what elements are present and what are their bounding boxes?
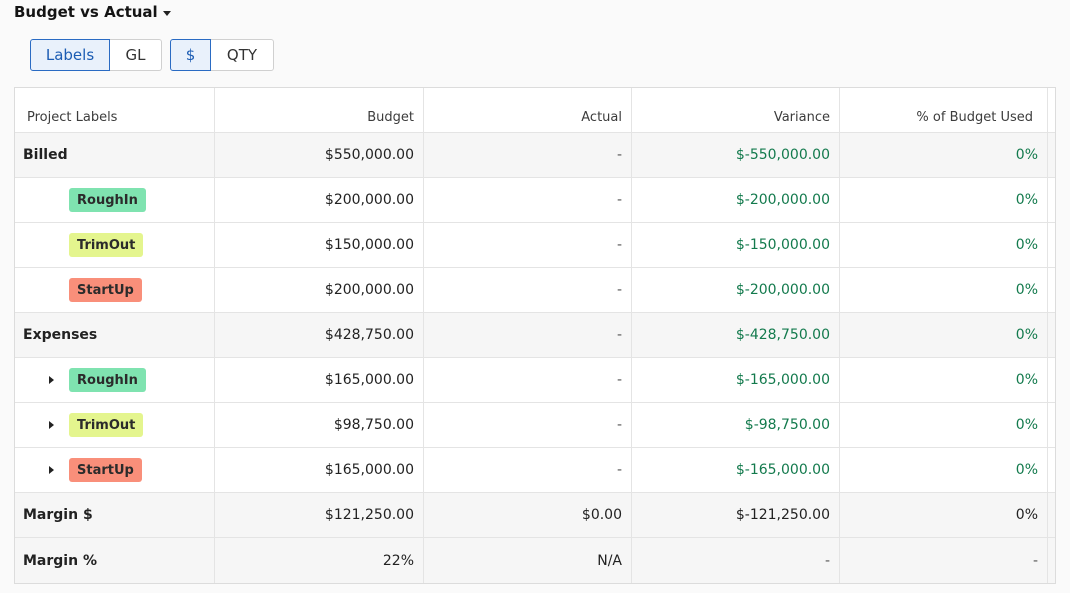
variance-cell: $-98,750.00 (632, 403, 840, 447)
column-spacer (1048, 538, 1055, 583)
row-label: Margin % (15, 538, 215, 583)
column-header-variance[interactable]: Variance (632, 88, 840, 132)
variance-cell: $-200,000.00 (632, 178, 840, 222)
variance-cell: - (632, 538, 840, 583)
view-toggle-group: Labels GL (30, 39, 162, 71)
table-row: StartUp $200,000.00 - $-200,000.00 0% (15, 268, 1055, 313)
row-label-cell: StartUp (15, 448, 215, 492)
actual-cell: - (424, 223, 632, 267)
actual-cell: N/A (424, 538, 632, 583)
table-header-row: Project Labels Budget Actual Variance % … (15, 88, 1055, 133)
dollar-toggle-button[interactable]: $ (170, 39, 211, 71)
expand-caret-icon[interactable] (48, 376, 54, 384)
table-row: StartUp $165,000.00 - $-165,000.00 0% (15, 448, 1055, 493)
column-header-labels[interactable]: Project Labels (15, 88, 215, 132)
trimout-tag: TrimOut (69, 413, 144, 437)
pct-used-cell: 0% (840, 493, 1048, 537)
report-title-dropdown[interactable]: Budget vs Actual (14, 3, 171, 21)
startup-tag: StartUp (69, 458, 142, 482)
variance-cell: $-165,000.00 (632, 448, 840, 492)
roughin-tag: RoughIn (69, 368, 146, 392)
column-spacer (1048, 133, 1055, 177)
roughin-tag: RoughIn (69, 188, 146, 212)
table-row: TrimOut $150,000.00 - $-150,000.00 0% (15, 223, 1055, 268)
pct-used-cell: 0% (840, 448, 1048, 492)
table-row-billed: Billed $550,000.00 - $-550,000.00 0% (15, 133, 1055, 178)
qty-toggle-button[interactable]: QTY (211, 39, 274, 71)
budget-cell: $121,250.00 (215, 493, 424, 537)
table-row: RoughIn $165,000.00 - $-165,000.00 0% (15, 358, 1055, 403)
variance-cell: $-150,000.00 (632, 223, 840, 267)
pct-used-cell: 0% (840, 313, 1048, 357)
table-row-expenses: Expenses $428,750.00 - $-428,750.00 0% (15, 313, 1055, 358)
column-spacer (1048, 88, 1055, 132)
column-header-budget[interactable]: Budget (215, 88, 424, 132)
pct-used-cell: 0% (840, 223, 1048, 267)
column-spacer (1048, 403, 1055, 447)
actual-cell: - (424, 448, 632, 492)
column-spacer (1048, 313, 1055, 357)
caret-down-icon (162, 10, 171, 16)
budget-cell: $428,750.00 (215, 313, 424, 357)
pct-used-cell: 0% (840, 268, 1048, 312)
labels-toggle-button[interactable]: Labels (30, 39, 110, 71)
budget-cell: 22% (215, 538, 424, 583)
row-label: Billed (15, 133, 215, 177)
table-row: TrimOut $98,750.00 - $-98,750.00 0% (15, 403, 1055, 448)
column-spacer (1048, 223, 1055, 267)
startup-tag: StartUp (69, 278, 142, 302)
pct-used-cell: - (840, 538, 1048, 583)
column-header-pct-used[interactable]: % of Budget Used (840, 88, 1048, 132)
budget-table: Project Labels Budget Actual Variance % … (14, 87, 1056, 584)
pct-used-cell: 0% (840, 358, 1048, 402)
actual-cell: - (424, 358, 632, 402)
variance-cell: $-200,000.00 (632, 268, 840, 312)
column-spacer (1048, 358, 1055, 402)
actual-cell: - (424, 403, 632, 447)
trimout-tag: TrimOut (69, 233, 144, 257)
column-spacer (1048, 448, 1055, 492)
variance-cell: $-165,000.00 (632, 358, 840, 402)
row-label-cell: TrimOut (15, 403, 215, 447)
row-label-cell: RoughIn (15, 358, 215, 402)
table-row-margin-percent: Margin % 22% N/A - - (15, 538, 1055, 583)
pct-used-cell: 0% (840, 403, 1048, 447)
budget-cell: $550,000.00 (215, 133, 424, 177)
toggle-bar: Labels GL $ QTY (30, 39, 274, 71)
actual-cell: - (424, 313, 632, 357)
variance-cell: $-121,250.00 (632, 493, 840, 537)
actual-cell: - (424, 178, 632, 222)
row-label-cell: TrimOut (15, 223, 215, 267)
actual-cell: - (424, 133, 632, 177)
row-label: Expenses (15, 313, 215, 357)
column-spacer (1048, 493, 1055, 537)
variance-cell: $-428,750.00 (632, 313, 840, 357)
row-label: Margin $ (15, 493, 215, 537)
row-label-cell: StartUp (15, 268, 215, 312)
budget-cell: $98,750.00 (215, 403, 424, 447)
column-header-actual[interactable]: Actual (424, 88, 632, 132)
column-spacer (1048, 268, 1055, 312)
pct-used-cell: 0% (840, 178, 1048, 222)
row-label-cell: RoughIn (15, 178, 215, 222)
budget-cell: $165,000.00 (215, 448, 424, 492)
unit-toggle-group: $ QTY (170, 39, 274, 71)
expand-caret-icon[interactable] (48, 466, 54, 474)
column-spacer (1048, 178, 1055, 222)
actual-cell: - (424, 268, 632, 312)
budget-cell: $200,000.00 (215, 268, 424, 312)
actual-cell: $0.00 (424, 493, 632, 537)
table-row-margin-dollar: Margin $ $121,250.00 $0.00 $-121,250.00 … (15, 493, 1055, 538)
table-row: RoughIn $200,000.00 - $-200,000.00 0% (15, 178, 1055, 223)
budget-cell: $200,000.00 (215, 178, 424, 222)
budget-cell: $165,000.00 (215, 358, 424, 402)
page-title: Budget vs Actual (14, 3, 158, 21)
variance-cell: $-550,000.00 (632, 133, 840, 177)
expand-caret-icon[interactable] (48, 421, 54, 429)
pct-used-cell: 0% (840, 133, 1048, 177)
gl-toggle-button[interactable]: GL (110, 39, 162, 71)
budget-cell: $150,000.00 (215, 223, 424, 267)
